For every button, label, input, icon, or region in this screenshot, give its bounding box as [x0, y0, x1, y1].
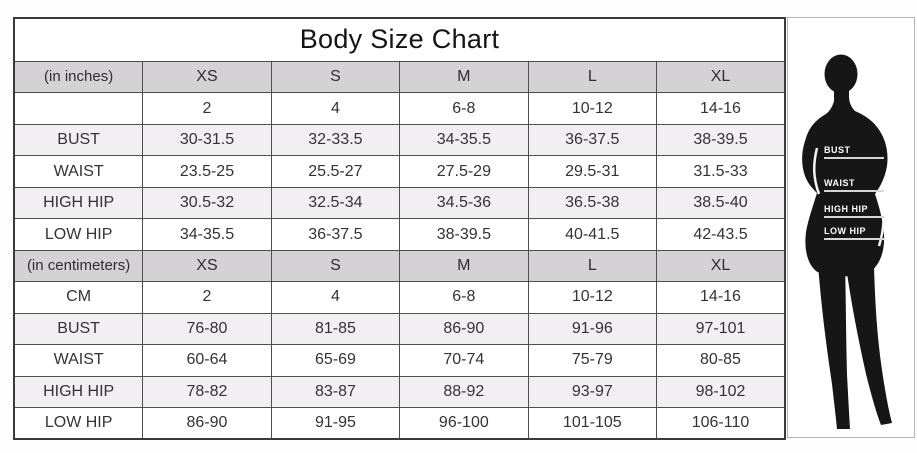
column-header-xl: XL — [656, 249, 786, 283]
size-cell: 96-100 — [399, 406, 529, 440]
size-cell: 75-79 — [527, 344, 658, 377]
size-cell: 91-95 — [270, 406, 401, 440]
column-header-s: S — [270, 60, 401, 94]
column-header-s: S — [270, 249, 401, 283]
size-cell: 25.5-27 — [270, 155, 401, 188]
size-cell: 42-43.5 — [656, 218, 786, 251]
size-cell: 86-90 — [142, 406, 272, 440]
size-cell: 93-97 — [527, 375, 658, 408]
size-cell: 38.5-40 — [656, 186, 786, 220]
row-cm-bust: BUST 76-80 81-85 86-90 91-96 97-101 — [13, 312, 786, 346]
figure-label-low-hip: LOW HIP — [824, 226, 884, 240]
header-row-inches: (in inches) XS S M L XL — [13, 60, 786, 94]
column-header-l: L — [527, 249, 658, 283]
row-inches-low-hip: LOW HIP 34-35.5 36-37.5 38-39.5 40-41.5 … — [13, 218, 786, 251]
size-cell: 88-92 — [399, 375, 529, 408]
row-label: HIGH HIP — [13, 375, 144, 408]
row-label: WAIST — [13, 344, 144, 377]
row-label: BUST — [13, 123, 144, 157]
size-cell: 65-69 — [270, 344, 401, 377]
figure-panel: BUST WAIST HIGH HIP LOW HIP — [787, 17, 915, 438]
row-label: BUST — [13, 312, 144, 346]
size-cell: 6-8 — [399, 281, 529, 314]
size-cell: 106-110 — [656, 406, 786, 440]
size-cell: 10-12 — [527, 92, 658, 125]
size-cell: 38-39.5 — [399, 218, 529, 251]
size-cell: 29.5-31 — [527, 155, 658, 188]
size-cell: 23.5-25 — [142, 155, 272, 188]
size-cell: 4 — [270, 92, 401, 125]
female-silhouette — [802, 54, 892, 429]
size-cell: 6-8 — [399, 92, 529, 125]
size-cell: 80-85 — [656, 344, 786, 377]
row-cm-low-hip: LOW HIP 86-90 91-95 96-100 101-105 106-1… — [13, 406, 786, 440]
size-cell: 40-41.5 — [527, 218, 658, 251]
column-header-l: L — [527, 60, 658, 94]
size-cell: 86-90 — [399, 312, 529, 346]
size-cell: 30-31.5 — [142, 123, 272, 157]
column-header-m: M — [399, 249, 529, 283]
size-cell: 81-85 — [270, 312, 401, 346]
size-cell: 34-35.5 — [399, 123, 529, 157]
size-cell: 4 — [270, 281, 401, 314]
row-cm-high-hip: HIGH HIP 78-82 83-87 88-92 93-97 98-102 — [13, 375, 786, 408]
size-cell: 2 — [142, 92, 272, 125]
column-header-xs: XS — [142, 249, 272, 283]
row-cm-sizes: CM 2 4 6-8 10-12 14-16 — [13, 281, 786, 314]
size-cell: 60-64 — [142, 344, 272, 377]
row-label: LOW HIP — [13, 406, 144, 440]
figure-label-high-hip: HIGH HIP — [824, 204, 884, 218]
size-cell: 38-39.5 — [656, 123, 786, 157]
section-label-inches: (in inches) — [13, 60, 144, 94]
size-cell: 32.5-34 — [270, 186, 401, 220]
section-label-centimeters: (in centimeters) — [13, 249, 144, 283]
size-cell: 2 — [142, 281, 272, 314]
size-cell: 30.5-32 — [142, 186, 272, 220]
size-cell: 98-102 — [656, 375, 786, 408]
size-cell: 34.5-36 — [399, 186, 529, 220]
row-label — [13, 92, 144, 125]
figure-label-bust: BUST — [824, 145, 884, 159]
row-inches-sizes: 2 4 6-8 10-12 14-16 — [13, 92, 786, 125]
header-row-centimeters: (in centimeters) XS S M L XL — [13, 249, 786, 283]
page-title: Body Size Chart — [13, 17, 786, 62]
size-cell: 91-96 — [527, 312, 658, 346]
size-cell: 32-33.5 — [270, 123, 401, 157]
size-cell: 27.5-29 — [399, 155, 529, 188]
size-cell: 36-37.5 — [527, 123, 658, 157]
size-cell: 36-37.5 — [270, 218, 401, 251]
row-label: HIGH HIP — [13, 186, 144, 220]
figure-label-waist: WAIST — [824, 178, 884, 192]
size-cell: 31.5-33 — [656, 155, 786, 188]
row-label: LOW HIP — [13, 218, 144, 251]
size-cell: 101-105 — [527, 406, 658, 440]
column-header-xl: XL — [656, 60, 786, 94]
row-inches-waist: WAIST 23.5-25 25.5-27 27.5-29 29.5-31 31… — [13, 155, 786, 188]
size-cell: 78-82 — [142, 375, 272, 408]
row-label: WAIST — [13, 155, 144, 188]
size-cell: 34-35.5 — [142, 218, 272, 251]
size-cell: 10-12 — [527, 281, 658, 314]
size-cell: 36.5-38 — [527, 186, 658, 220]
title-row: Body Size Chart — [13, 17, 786, 62]
column-header-xs: XS — [142, 60, 272, 94]
row-cm-waist: WAIST 60-64 65-69 70-74 75-79 80-85 — [13, 344, 786, 377]
size-cell: 83-87 — [270, 375, 401, 408]
size-cell: 97-101 — [656, 312, 786, 346]
size-cell: 70-74 — [399, 344, 529, 377]
row-inches-bust: BUST 30-31.5 32-33.5 34-35.5 36-37.5 38-… — [13, 123, 786, 157]
size-table: Body Size Chart (in inches) XS S M L XL … — [13, 17, 786, 440]
size-cell: 14-16 — [656, 281, 786, 314]
size-cell: 14-16 — [656, 92, 786, 125]
row-inches-high-hip: HIGH HIP 30.5-32 32.5-34 34.5-36 36.5-38… — [13, 186, 786, 220]
row-label: CM — [13, 281, 144, 314]
column-header-m: M — [399, 60, 529, 94]
size-cell: 76-80 — [142, 312, 272, 346]
